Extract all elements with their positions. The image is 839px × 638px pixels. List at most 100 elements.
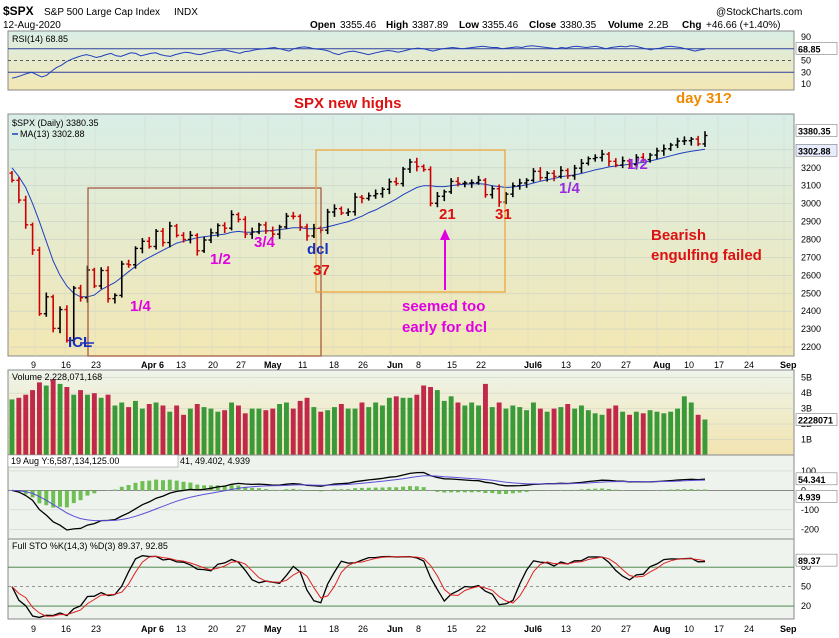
volume-bar: [139, 408, 145, 455]
macd-hist-bar: [414, 486, 419, 491]
close-value: 3380.35: [560, 20, 597, 31]
x-tick-label-bottom: 27: [621, 624, 631, 634]
volume-bar: [386, 397, 392, 455]
volume-bar: [702, 419, 708, 455]
annotation-31: 31: [495, 206, 512, 223]
volume-bar: [613, 405, 619, 455]
volume-bar: [544, 411, 550, 455]
volume-bar: [620, 411, 626, 455]
macd-hist-bar: [593, 488, 598, 491]
volume-panel: Volume 2,228,071,168 1B2B3B4B5B2228071: [7, 369, 838, 456]
x-tick-label-bottom: Jul6: [524, 624, 542, 634]
volume-bar: [57, 383, 63, 455]
stoch-tick-label: 50: [801, 582, 811, 592]
annotation-day31: day 31?: [676, 90, 732, 107]
low-value: 3355.46: [482, 20, 519, 31]
macd-hist-bar: [85, 490, 90, 496]
volume-bar: [160, 405, 166, 455]
volume-bar: [668, 411, 674, 455]
macd-hist-bar: [579, 489, 584, 491]
x-tick-label: 20: [591, 360, 601, 370]
volume-bar: [50, 379, 56, 455]
volume-bar: [242, 413, 248, 455]
x-tick-label: Sep: [780, 360, 797, 370]
macd-hist-bar: [202, 485, 207, 491]
volume-bar: [277, 404, 282, 455]
volume-bar: [531, 402, 536, 455]
volume-bar: [167, 411, 173, 455]
x-tick-label: 9: [31, 360, 36, 370]
close-label: Close: [529, 20, 557, 31]
x-tick-label-bottom: May: [264, 624, 282, 634]
price-tick-label: 2500: [801, 288, 821, 298]
volume-bar: [105, 394, 111, 455]
macd-tick-label: -100: [801, 505, 819, 515]
x-tick-label: 27: [236, 360, 246, 370]
volume-bar: [373, 402, 379, 455]
stoch-panel: Full STO %K(14,3) %D(3) 89.37, 92.85 20 5…: [7, 538, 838, 634]
macd-hist-bar: [174, 480, 179, 491]
macd-hist-bar: [58, 490, 62, 507]
header-exchange: INDX: [174, 7, 198, 18]
volume-bar: [311, 407, 317, 455]
macd-hist-bar: [167, 479, 172, 491]
macd-histogram: [16, 479, 707, 508]
volume-bar: [585, 410, 591, 455]
x-tick-label-bottom: Aug: [653, 624, 671, 634]
macd-hist-bar: [92, 490, 97, 494]
price-title: $SPX (Daily) 3380.35: [12, 118, 99, 128]
x-tick-label: Aug: [653, 360, 671, 370]
macd-hist-bar: [373, 487, 378, 491]
annotation-bearish-1: Bearish: [651, 227, 706, 244]
volume-tick-label: 1B: [801, 435, 812, 445]
cycle-box-brown: [87, 187, 322, 357]
macd-panel: 19 Aug Y:6,587,134,125.00 41, 49.402, 4.…: [7, 454, 838, 540]
macd-hist-bar: [222, 485, 227, 491]
macd-hist-bar: [408, 486, 412, 491]
macd-hist-bar: [277, 489, 282, 491]
x-tick-label-bottom: Apr 6: [141, 624, 164, 634]
macd-hist-bar: [675, 489, 680, 491]
header-name: S&P 500 Large Cap Index: [44, 7, 160, 18]
macd-hist-bar: [119, 486, 124, 491]
macd-hist-bar: [133, 482, 138, 491]
ma-last-value-bg: [795, 144, 838, 157]
macd-hist-bar: [318, 490, 323, 492]
volume-bar: [345, 408, 351, 455]
macd-hist-last-value: 4.939: [798, 492, 821, 502]
volume-bar: [215, 411, 221, 455]
volume-bar: [208, 408, 214, 455]
macd-hist-bar: [359, 487, 364, 491]
price-bars: [9, 131, 708, 344]
volume-bar: [16, 397, 22, 455]
volume-bar: [558, 407, 564, 455]
volume-label: Volume: [608, 20, 644, 31]
macd-hist-bar: [456, 490, 460, 493]
volume-bar: [201, 407, 207, 455]
price-axis: 2200 2300 2400 2500 2600 2700 2800 2900 3000 3100…: [795, 124, 838, 352]
volume-bar: [174, 405, 180, 455]
x-tick-label-bottom: 26: [358, 624, 368, 634]
volume-tick-label: 4B: [801, 388, 812, 398]
volume-bar: [64, 387, 70, 455]
volume-bar: [91, 393, 97, 455]
macd-hist-bar: [510, 490, 515, 494]
rsi-tick-label: 90: [801, 32, 811, 42]
bottom-x-axis: 9 16 23 Apr 6 13 20 27 May 11 18 26 Jun 8 15 22 Jul6 13 2…: [31, 624, 797, 634]
annotation-seemed-1: seemed too: [402, 298, 485, 315]
volume-bar: [462, 405, 468, 455]
x-tick-label-bottom: 23: [91, 624, 101, 634]
x-tick-label: 17: [714, 360, 724, 370]
annotation-new-highs: SPX new highs: [294, 95, 402, 112]
volume-bar: [400, 397, 406, 455]
x-tick-label: 13: [561, 360, 571, 370]
macd-hist-bar: [606, 489, 611, 491]
x-tick-label: 16: [61, 360, 71, 370]
annotation-half-2: 1/2: [627, 156, 648, 173]
macd-hist-bar: [401, 486, 406, 491]
price-tick-label: 2300: [801, 324, 821, 334]
annotation-bearish-2: engulfing failed: [651, 247, 762, 264]
macd-hist-bar: [23, 490, 28, 495]
rsi-tick-label: 50: [801, 56, 811, 66]
price-tick-label: 3000: [801, 199, 821, 209]
